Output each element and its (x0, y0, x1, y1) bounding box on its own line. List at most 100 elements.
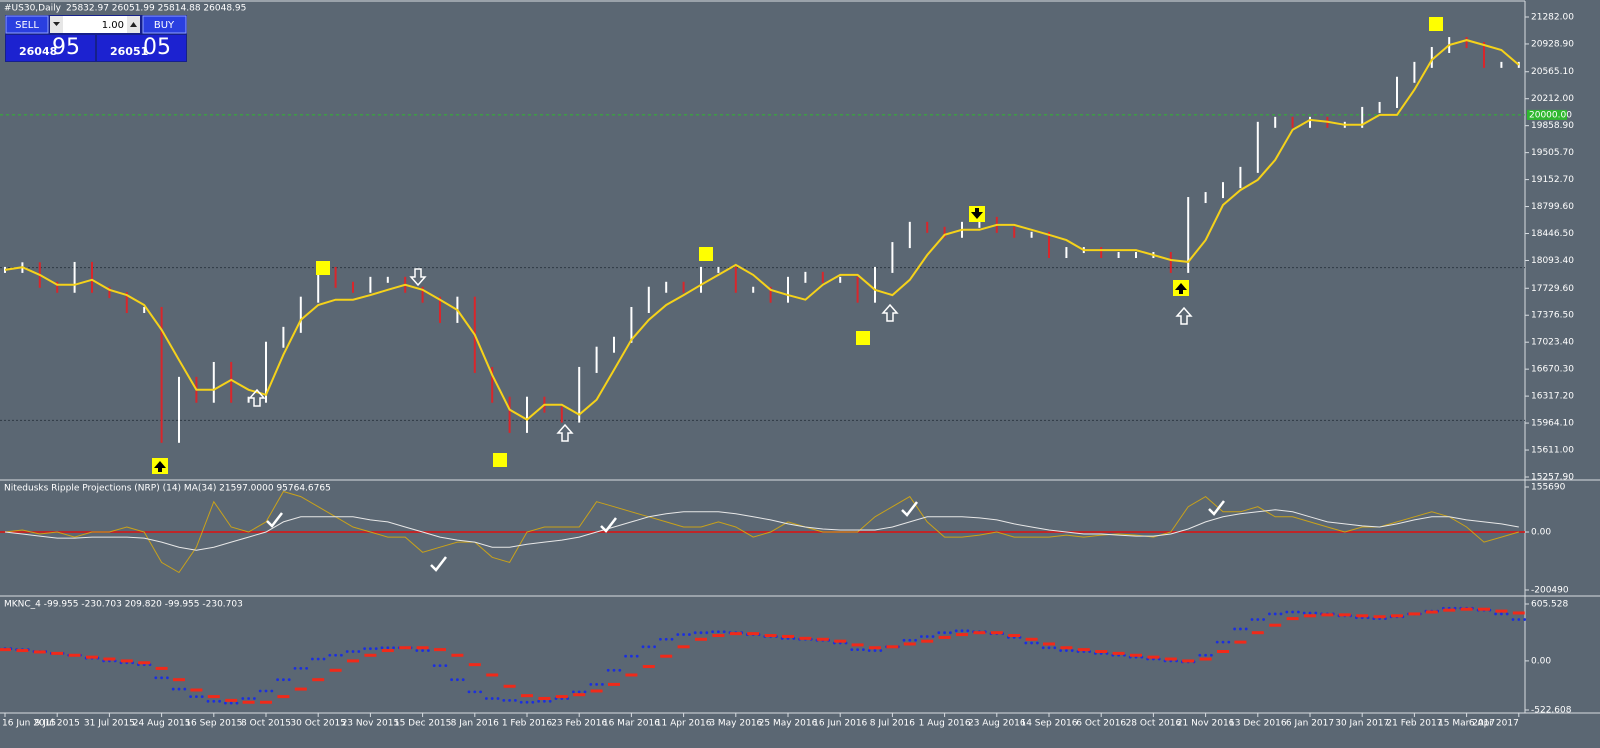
lot-input[interactable] (63, 16, 127, 33)
dot (641, 645, 645, 649)
price-bar (734, 266, 737, 293)
sell-button[interactable] (5, 15, 49, 34)
dot (1059, 649, 1062, 652)
dot (247, 697, 251, 700)
x-tick-label: 3 May 2016 (709, 719, 762, 729)
dot (1297, 610, 1300, 614)
dash (1495, 609, 1508, 613)
dot (160, 676, 164, 680)
ask-big: 26051 (110, 45, 148, 58)
price-bar (56, 281, 59, 293)
dash (1182, 659, 1195, 663)
bid-small: 95 (52, 35, 80, 60)
dot (340, 653, 343, 657)
x-tick-label: 14 Sep 2016 (1020, 719, 1077, 729)
price-bar (943, 226, 946, 238)
dot (264, 689, 268, 693)
price-bar (821, 271, 824, 283)
price-bar (1204, 192, 1207, 204)
dot (867, 649, 871, 652)
dot (357, 650, 361, 653)
dot (432, 664, 436, 667)
dot (949, 631, 952, 635)
price-bar (978, 216, 981, 228)
dot (450, 678, 453, 682)
dash (869, 646, 881, 650)
dot (572, 690, 575, 694)
buy-arrow-box (152, 458, 168, 474)
dash (277, 695, 290, 699)
buy-button[interactable] (142, 15, 187, 34)
price-bar (1361, 106, 1364, 128)
dot (1505, 612, 1509, 616)
dot (1030, 641, 1033, 645)
series-line (4, 490, 1519, 574)
dash (416, 646, 429, 650)
dot (200, 695, 204, 699)
dot (1262, 618, 1265, 621)
dash (938, 635, 951, 639)
x-tick-label: 1 Feb 2016 (502, 719, 553, 729)
dot (850, 648, 854, 652)
dot (177, 687, 181, 691)
dot (1036, 641, 1039, 645)
dot (653, 645, 656, 649)
dot (676, 633, 680, 636)
dot (1308, 611, 1312, 615)
dot (682, 633, 685, 636)
dot (1070, 649, 1074, 652)
x-tick-label: 23 Feb 2016 (551, 719, 607, 729)
dash (364, 653, 377, 657)
dot (490, 697, 494, 700)
price-bar (1065, 247, 1068, 259)
x-tick-label: 6 Jan 2017 (1286, 719, 1334, 729)
dash (225, 698, 238, 702)
dot (960, 629, 964, 633)
dot (966, 629, 970, 633)
up-arrow (556, 423, 574, 442)
dash (1199, 657, 1212, 661)
dot (1285, 610, 1289, 614)
check-mark (901, 501, 918, 517)
dot (705, 631, 709, 635)
indicator-title: Nitedusks Ripple Projections (NRP) (14) … (4, 484, 331, 494)
price-bar (1030, 231, 1033, 238)
price-bar (247, 396, 250, 403)
dot (467, 690, 471, 694)
price-bar (1013, 226, 1016, 238)
dash (1512, 611, 1525, 615)
dot (276, 678, 279, 682)
dash (1443, 608, 1456, 612)
dot (1500, 612, 1503, 616)
dot (299, 667, 303, 670)
dot (1047, 646, 1051, 650)
dot (206, 699, 210, 703)
dot (154, 676, 158, 680)
dash (0, 648, 11, 652)
dot (502, 698, 506, 702)
price-bar (108, 286, 111, 299)
price-bar (73, 261, 76, 293)
dash (1112, 651, 1125, 655)
dash (573, 693, 586, 697)
dot (1041, 646, 1045, 650)
dash (103, 657, 116, 661)
price-bar (386, 276, 389, 283)
ask-box[interactable] (97, 35, 186, 61)
dash (260, 700, 272, 704)
dot (224, 701, 227, 705)
price-bar (578, 366, 581, 423)
y-tick-label: 16670.30 (1531, 365, 1574, 375)
dash (695, 637, 707, 641)
price-bar (1100, 247, 1103, 259)
dash (834, 639, 847, 643)
ask-small: 05 (143, 35, 171, 60)
bid-box[interactable] (6, 35, 95, 61)
dash (312, 678, 325, 682)
price-bar (1291, 116, 1294, 128)
bid-big: 26048 (19, 45, 57, 58)
price-bar (1048, 231, 1050, 259)
dot (856, 648, 859, 652)
y-tick-label: -200490 (1531, 586, 1569, 596)
price-bar (752, 286, 755, 293)
